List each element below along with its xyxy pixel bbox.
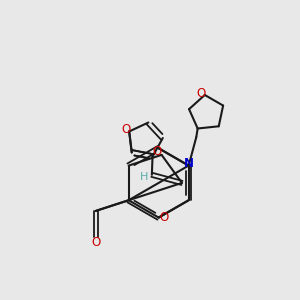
Text: O: O xyxy=(91,236,100,249)
Text: O: O xyxy=(153,145,162,158)
Text: O: O xyxy=(159,211,169,224)
Text: O: O xyxy=(196,87,205,100)
Text: H: H xyxy=(140,172,148,182)
Text: N: N xyxy=(184,158,194,170)
Text: O: O xyxy=(121,123,130,136)
